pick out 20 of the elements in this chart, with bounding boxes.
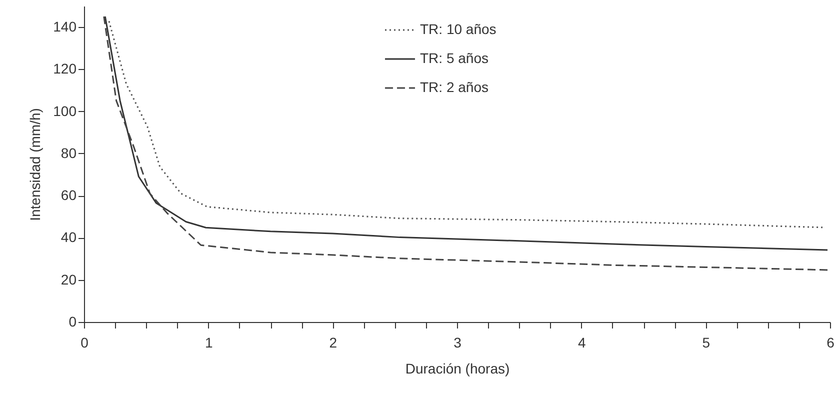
x-tick-label: 2	[329, 334, 338, 350]
y-axis-title: Intensidad (mm/h)	[27, 108, 44, 221]
x-tick-label: 4	[578, 334, 586, 350]
y-tick-label: 120	[53, 60, 77, 77]
x-tick-label: 1	[204, 334, 213, 350]
legend-label: TR: 10 años	[420, 21, 496, 37]
y-tick-label: 0	[68, 314, 77, 330]
x-axis-title: Duración (horas)	[405, 360, 510, 376]
x-tick-label: 5	[702, 334, 710, 350]
y-tick-label: 40	[60, 229, 77, 246]
x-tick-label: 6	[826, 334, 835, 350]
legend-label: TR: 5 años	[420, 50, 488, 66]
y-tick-label: 80	[60, 144, 77, 161]
y-tick-label: 140	[53, 18, 77, 35]
x-tick-label: 3	[454, 334, 462, 350]
y-tick-label: 100	[53, 102, 77, 119]
y-tick-label: 60	[60, 187, 77, 204]
y-tick-label: 20	[60, 271, 77, 288]
legend-label: TR: 2 años	[420, 79, 488, 95]
x-tick-label: 0	[80, 334, 89, 350]
